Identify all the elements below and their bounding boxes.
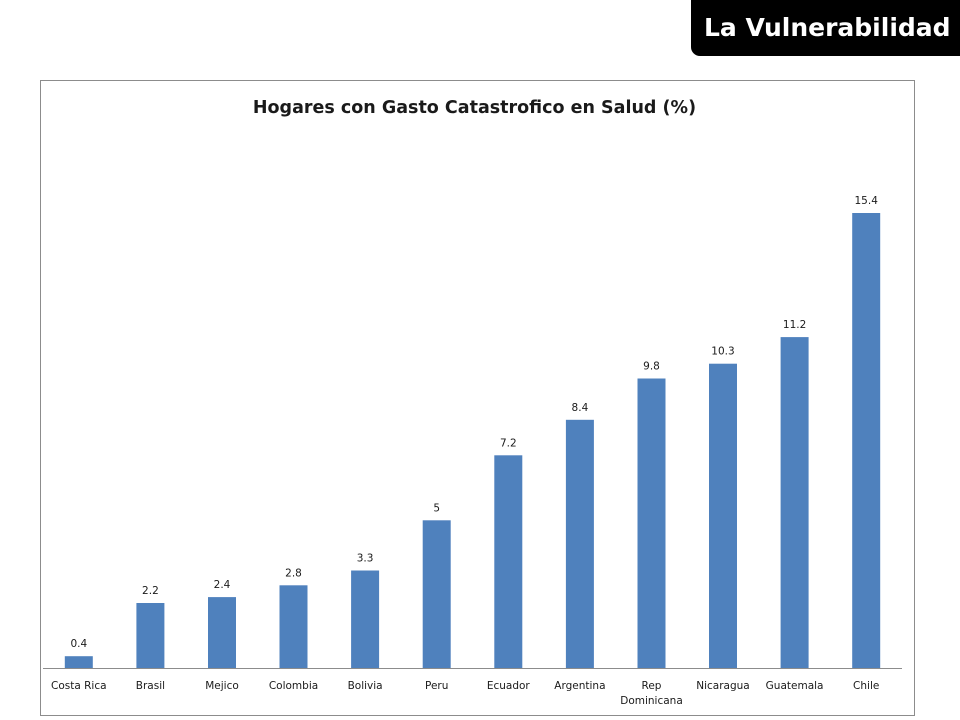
bar-bolivia (351, 570, 380, 668)
data-label: 3.3 (357, 553, 374, 565)
x-tick-label-line: Peru (425, 680, 448, 692)
data-label: 5 (433, 502, 440, 514)
x-tick-label: Chile (853, 680, 879, 692)
x-tick-label-line: Guatemala (766, 680, 824, 692)
x-tick-label: Argentina (554, 680, 605, 692)
data-label: 8.4 (572, 402, 589, 414)
bar-chart: Hogares con Gasto Catastrofico en Salud … (43, 98, 902, 707)
x-tick-label-line: Mejico (205, 680, 239, 692)
bar-nicaragua (709, 363, 737, 668)
x-tick-label: Mejico (205, 680, 239, 692)
bar-guatemala (780, 337, 809, 668)
x-tick-label: Rep Dominicana (620, 680, 683, 707)
bar-peru (422, 520, 451, 668)
bar-ecuador (494, 455, 523, 668)
data-label: 9.8 (643, 361, 660, 373)
x-tick-label-line: Costa Rica (51, 680, 107, 692)
x-tick-label: Peru (425, 680, 448, 692)
data-label: 11.2 (783, 319, 806, 331)
data-label: 10.3 (711, 346, 734, 358)
data-label: 2.2 (142, 585, 159, 597)
chart-title: Hogares con Gasto Catastrofico en Salud … (253, 98, 696, 118)
x-tick-label-line: Dominicana (620, 695, 683, 707)
x-tick-label: Nicaragua (696, 680, 749, 692)
bar-rep-dominicana (637, 378, 666, 668)
x-tick-label-line: Bolivia (348, 680, 383, 692)
data-label: 15.4 (855, 195, 879, 207)
x-tick-label: Ecuador (487, 680, 531, 692)
bars-group (64, 213, 881, 668)
value-labels-group: 0.4 2.2 2.4 2.8 3.3 5 7.2 8.4 9.8 10.3 11.2 15.4 (70, 195, 878, 650)
x-tick-label-line: Chile (853, 680, 879, 692)
x-tick-label-line: Colombia (269, 680, 318, 692)
bar-costa-rica (64, 656, 93, 668)
x-tick-label-line: Nicaragua (696, 680, 749, 692)
bar-colombia (279, 585, 308, 668)
x-tick-label: Bolivia (348, 680, 383, 692)
bar-brasil (136, 603, 165, 668)
x-tick-label-line: Rep (642, 680, 662, 692)
data-label: 2.4 (214, 579, 231, 591)
x-tick-label: Colombia (269, 680, 318, 692)
data-label: 2.8 (285, 567, 302, 579)
bar-argentina (565, 419, 594, 668)
x-tick-label: Costa Rica (51, 680, 107, 692)
data-label: 7.2 (500, 437, 517, 449)
bar-mejico (208, 597, 236, 668)
x-tick-label: Guatemala (766, 680, 824, 692)
chart-frame: Hogares con Gasto Catastrofico en Salud … (40, 80, 915, 716)
x-tick-label-line: Argentina (554, 680, 605, 692)
x-tick-label: Brasil (136, 680, 165, 692)
x-tick-label-line: Brasil (136, 680, 165, 692)
bar-chile (852, 213, 881, 668)
x-tick-label-line: Ecuador (487, 680, 531, 692)
section-title-badge: La Vulnerabilidad (691, 0, 960, 56)
data-label: 0.4 (70, 638, 87, 650)
tick-labels-group: Costa Rica Brasil Mejico Colombia Bolivia Per… (51, 680, 879, 707)
